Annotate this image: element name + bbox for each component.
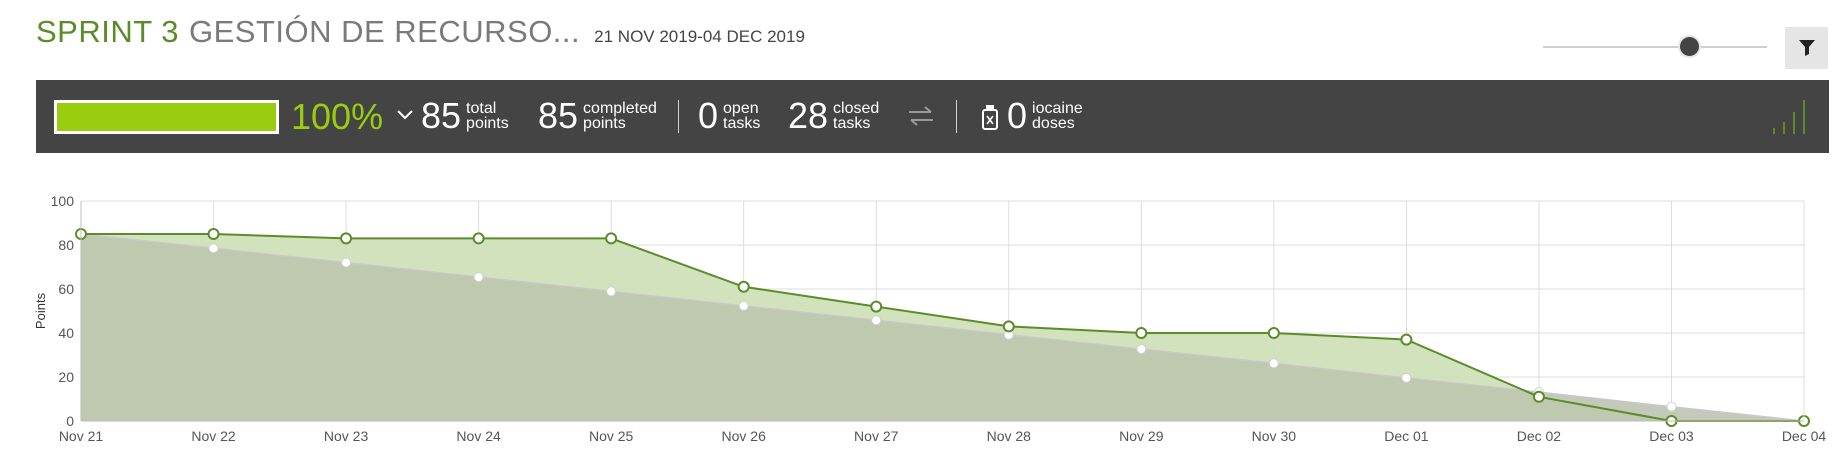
y-tick-label: 20	[58, 369, 74, 385]
real-point	[207, 228, 220, 240]
y-tick-label: 80	[58, 237, 74, 253]
iocaine-doses-value: 0	[1007, 95, 1028, 136]
x-tick-label: Nov 27	[854, 428, 899, 444]
open-tasks-label: open tasks	[723, 100, 761, 132]
sprint-subtitle: GESTIÓN DE RECURSO...	[188, 14, 581, 49]
x-tick-label: Nov 29	[1119, 428, 1164, 444]
iocaine-doses-stat: 0 iocaine doses	[1007, 96, 1083, 136]
open-tasks-value: 0	[698, 95, 719, 136]
x-tick-label: Nov 30	[1252, 428, 1297, 444]
total-points-value: 85	[421, 95, 462, 136]
filter-button[interactable]	[1785, 27, 1828, 69]
ideal-point	[341, 257, 352, 268]
x-tick-label: Nov 25	[589, 428, 634, 444]
closed-tasks-stat: 28 closed tasks	[788, 96, 879, 136]
burndown-chart: 0 20 40 60 80 100 Nov 21 Nov 22 Nov 23 Nov 24 Nov …	[33, 193, 1827, 444]
real-point	[1002, 320, 1015, 333]
ideal-point	[208, 243, 219, 254]
divider	[678, 100, 679, 133]
x-tick-label: Dec 04	[1782, 428, 1827, 444]
progress-bar	[54, 100, 279, 134]
real-point	[737, 280, 750, 293]
zoom-slider-track[interactable]	[1543, 46, 1767, 48]
progress-percent: 100%	[291, 96, 384, 137]
swap-arrows-icon[interactable]	[906, 104, 936, 128]
ideal-point	[738, 300, 749, 311]
x-tick-label: Nov 28	[987, 428, 1032, 444]
y-tick-label: 100	[51, 193, 75, 209]
real-line	[81, 233, 1804, 422]
real-point	[1532, 390, 1545, 403]
iocaine-bottle-icon	[982, 105, 998, 130]
closed-tasks-label: closed tasks	[833, 100, 880, 132]
completed-points-value: 85	[538, 95, 579, 136]
open-tasks-stat: 0 open tasks	[698, 96, 760, 136]
ideal-point	[1268, 358, 1279, 369]
closed-tasks-value: 28	[788, 95, 829, 136]
y-tick-label: 0	[66, 413, 74, 429]
zoom-slider-handle[interactable]	[1680, 37, 1699, 56]
x-tick-label: Dec 03	[1649, 428, 1694, 444]
real-point	[1135, 327, 1148, 339]
chevron-down-icon[interactable]	[396, 106, 414, 124]
ideal-point	[871, 315, 882, 326]
ideal-point	[606, 286, 617, 297]
sprint-name: SPRINT 3	[36, 14, 179, 49]
bars-chart-icon[interactable]	[1771, 94, 1811, 134]
x-tick-label: Dec 02	[1517, 428, 1562, 444]
real-point	[472, 232, 485, 245]
filter-icon	[1798, 40, 1815, 56]
real-point	[1400, 333, 1413, 346]
ideal-line	[80, 233, 1805, 422]
real-point	[605, 232, 618, 245]
ideal-point	[473, 272, 484, 283]
sprint-header: SPRINT 3 GESTIÓN DE RECURSO... 21 NOV 20…	[36, 14, 805, 66]
iocaine-doses-label: iocaine doses	[1032, 100, 1083, 132]
ideal-point	[1136, 344, 1147, 355]
x-tick-label: Dec 01	[1384, 428, 1429, 444]
x-tick-label: Nov 22	[191, 428, 236, 444]
ideal-point	[1401, 372, 1412, 383]
completed-points-stat: 85 completed points	[538, 96, 657, 136]
completed-points-label: completed points	[583, 100, 657, 132]
progress-bar-fill	[57, 103, 276, 131]
y-tick-label: 60	[58, 281, 74, 297]
y-axis-label: Points	[33, 292, 48, 329]
real-point	[870, 300, 883, 313]
total-points-stat: 85 total points	[421, 96, 509, 136]
y-tick-label: 40	[58, 325, 74, 341]
sprint-dates: 21 NOV 2019-04 DEC 2019	[594, 27, 805, 46]
x-tick-label: Nov 21	[59, 428, 104, 444]
ideal-point	[1666, 401, 1677, 412]
x-tick-label: Nov 23	[324, 428, 369, 444]
real-point	[340, 232, 353, 245]
real-point	[1267, 327, 1280, 339]
x-tick-label: Nov 24	[456, 428, 501, 444]
total-points-label: total points	[466, 100, 509, 132]
sprint-summary-bar: 100% 85 total points 85 completed points…	[36, 80, 1829, 153]
divider	[956, 100, 957, 133]
x-tick-label: Nov 26	[722, 428, 767, 444]
